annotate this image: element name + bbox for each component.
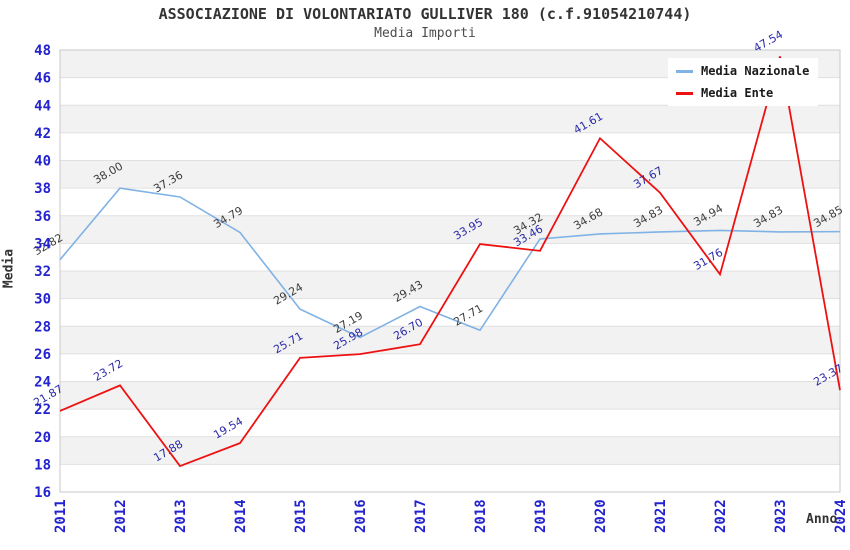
x-tick-label: 2020 [593, 499, 609, 533]
legend-swatch-media-nazionale [676, 69, 693, 73]
series-line-media-nazionale [59, 187, 841, 339]
legend-swatch-media-ente [676, 91, 693, 95]
legend: Media Nazionale Media Ente [668, 58, 818, 106]
y-tick-label: 20 [34, 430, 51, 446]
x-tick-label: 2016 [353, 499, 369, 533]
legend-label-media-ente: Media Ente [701, 86, 774, 100]
y-tick-label: 42 [34, 126, 51, 142]
y-tick-label: 30 [34, 292, 51, 308]
x-tick-label: 2012 [113, 499, 129, 533]
x-tick-label: 2017 [413, 499, 429, 533]
y-tick-label: 34 [34, 236, 51, 252]
plot-band [60, 436, 840, 465]
x-tick-label: 2022 [713, 499, 729, 533]
y-axis-title: Media [1, 248, 17, 289]
y-tick-label: 18 [34, 457, 51, 473]
legend-label-media-nazionale: Media Nazionale [701, 64, 810, 78]
x-tick-label: 2015 [293, 499, 309, 533]
y-tick-label: 48 [34, 43, 51, 59]
y-tick-label: 24 [34, 375, 51, 391]
y-tick-label: 26 [34, 347, 51, 363]
plot-band [60, 326, 840, 354]
y-tick-label: 36 [34, 209, 51, 225]
plot-band [60, 381, 840, 410]
x-tick-label: 2018 [473, 499, 489, 533]
plot-band [60, 105, 840, 133]
x-tick-label: 2023 [773, 499, 789, 533]
plot-band [60, 298, 840, 327]
x-tick-label: 2014 [233, 499, 249, 533]
plot-band [60, 409, 840, 437]
y-tick-label: 32 [34, 264, 51, 280]
legend-item-media-ente: Media Ente [668, 84, 818, 102]
x-tick-label: 2013 [173, 499, 189, 533]
plot-band [60, 353, 840, 382]
plot-border [59, 49, 841, 493]
series-line-media-ente [59, 56, 841, 468]
plot-band [60, 215, 840, 244]
x-tick-label: 2021 [653, 499, 669, 533]
plot-band [60, 188, 840, 216]
y-tick-label: 40 [34, 154, 51, 170]
y-tick-label: 28 [34, 319, 51, 335]
y-tick-label: 38 [34, 181, 51, 197]
x-axis-title: Anno [806, 512, 838, 527]
y-tick-label: 16 [34, 485, 51, 501]
x-tick-label: 2019 [533, 499, 549, 533]
x-tick-label: 2024 [833, 499, 849, 533]
plot-band [60, 243, 840, 271]
y-tick-label: 44 [34, 98, 51, 114]
plot-band [60, 160, 840, 189]
chart-subtitle: Media Importi [374, 26, 476, 41]
x-tick-label: 2011 [53, 499, 69, 533]
y-tick-label: 22 [34, 402, 51, 418]
legend-item-media-nazionale: Media Nazionale [668, 62, 818, 80]
plot-band [60, 132, 840, 161]
plot-band [60, 464, 840, 492]
chart-title: ASSOCIAZIONE DI VOLONTARIATO GULLIVER 18… [158, 5, 692, 23]
y-tick-label: 46 [34, 71, 51, 87]
